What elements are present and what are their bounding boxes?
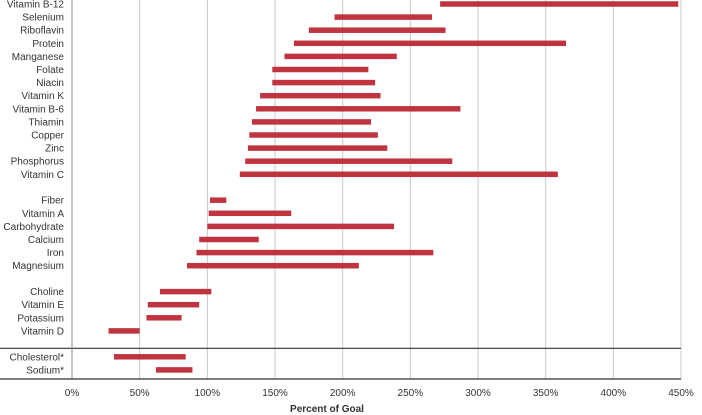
bar-vitamin-d bbox=[108, 328, 140, 334]
bar-vitamin-c bbox=[239, 171, 558, 178]
bar-vitamin-b-6 bbox=[256, 106, 461, 112]
category-label: Protein bbox=[32, 39, 64, 50]
bar-protein bbox=[293, 40, 566, 47]
category-label: Manganese bbox=[12, 52, 65, 63]
x-tick-label: 0% bbox=[65, 388, 80, 399]
category-label: Vitamin B-12 bbox=[7, 0, 65, 11]
category-label: Zinc bbox=[45, 144, 64, 155]
category-label: Copper bbox=[31, 131, 64, 142]
bar-niacin bbox=[272, 79, 376, 86]
category-label: Sodium* bbox=[26, 365, 64, 376]
bar-zinc bbox=[247, 145, 388, 151]
category-label: Thiamin bbox=[28, 117, 64, 128]
category-label: Vitamin C bbox=[21, 170, 64, 181]
category-label: Potassium bbox=[17, 313, 64, 324]
x-tick-label: 400% bbox=[601, 388, 627, 399]
x-axis-title: Percent of Goal bbox=[290, 404, 364, 415]
category-label: Carbohydrate bbox=[3, 222, 64, 233]
bar-copper bbox=[249, 132, 378, 138]
category-label: Folate bbox=[36, 65, 64, 76]
category-label: Riboflavin bbox=[20, 26, 64, 37]
category-label: Vitamin E bbox=[21, 300, 64, 311]
category-label: Cholesterol* bbox=[10, 352, 65, 363]
bar-iron bbox=[196, 249, 434, 256]
bar-vitamin-b-12 bbox=[440, 1, 679, 7]
bars bbox=[108, 1, 679, 373]
x-tick-label: 350% bbox=[533, 388, 559, 399]
bar-potassium bbox=[146, 315, 182, 321]
category-label: Iron bbox=[47, 248, 64, 259]
category-labels: Vitamin B-12 Selenium Riboflavin Protein Man… bbox=[3, 0, 64, 376]
bar-thiamin bbox=[251, 119, 372, 125]
x-tick-label: 450% bbox=[668, 388, 694, 399]
category-label: Magnesium bbox=[12, 261, 64, 272]
bar-cholesterol bbox=[113, 354, 186, 360]
category-label: Vitamin K bbox=[21, 91, 64, 102]
bar-manganese bbox=[284, 53, 397, 60]
bar-calcium bbox=[199, 236, 259, 243]
category-label: Niacin bbox=[36, 78, 64, 89]
category-label: Selenium bbox=[22, 13, 64, 24]
category-label: Vitamin D bbox=[21, 326, 64, 337]
bar-phosphorus bbox=[245, 158, 453, 164]
bar-folate bbox=[272, 66, 369, 73]
category-label: Vitamin A bbox=[22, 209, 64, 220]
x-tick-label: 100% bbox=[195, 388, 221, 399]
bar-vitamin-e bbox=[147, 301, 200, 308]
bar-vitamin-a bbox=[208, 210, 292, 217]
category-label: Phosphorus bbox=[11, 157, 64, 168]
bar-magnesium bbox=[187, 262, 359, 269]
x-tick-label: 200% bbox=[330, 388, 356, 399]
x-tick-label: 300% bbox=[465, 388, 491, 399]
x-axis: 0% 50% 100% 150% 200% 250% 300% 350% 400% 450% bbox=[0, 0, 694, 399]
category-label: Calcium bbox=[28, 235, 64, 246]
bar-vitamin-k bbox=[260, 92, 381, 99]
x-tick-label: 50% bbox=[130, 388, 150, 399]
x-tick-label: 150% bbox=[262, 388, 288, 399]
category-label: Fiber bbox=[41, 196, 64, 207]
gridlines bbox=[139, 0, 682, 379]
bar-carbohydrate bbox=[207, 223, 395, 230]
bar-fiber bbox=[210, 197, 227, 203]
bar-riboflavin bbox=[308, 27, 446, 33]
bar-selenium bbox=[334, 14, 432, 20]
category-label: Choline bbox=[30, 287, 64, 298]
x-tick-label: 250% bbox=[398, 388, 424, 399]
category-label: Vitamin B-6 bbox=[12, 104, 64, 115]
bar-choline bbox=[159, 288, 212, 295]
bar-sodium bbox=[155, 367, 193, 373]
